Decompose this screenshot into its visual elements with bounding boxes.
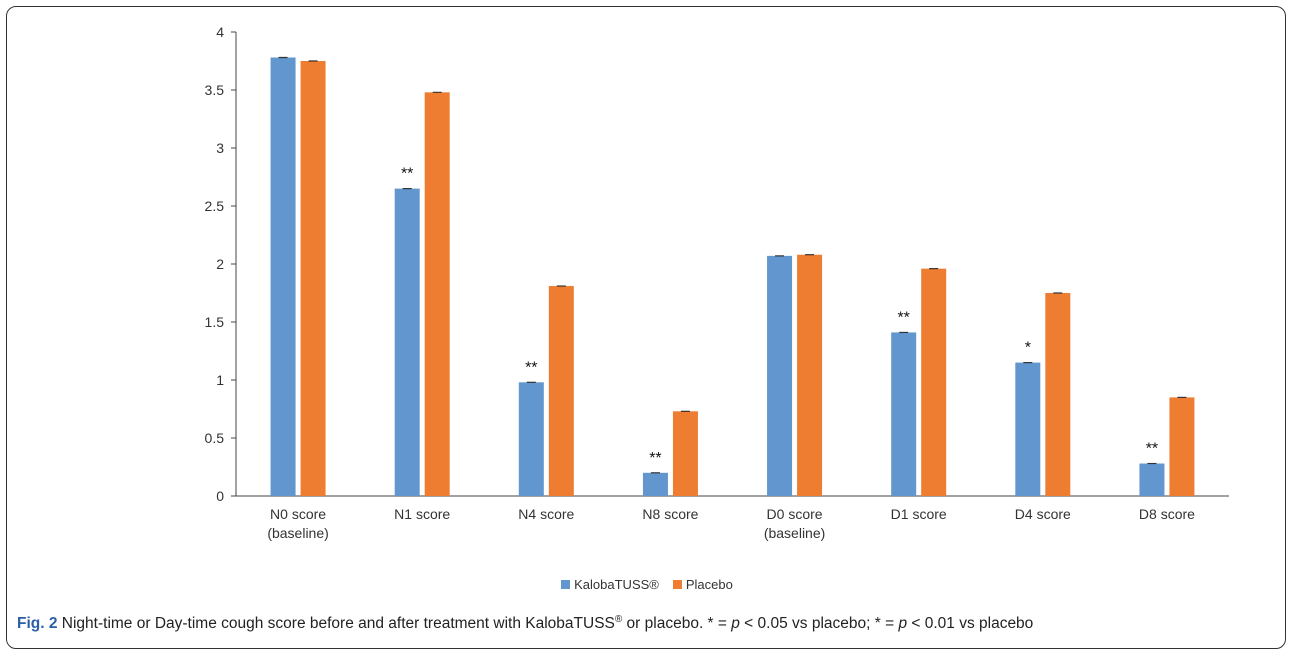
bar-placebo <box>672 411 698 496</box>
category-label: D0 score <box>767 506 823 522</box>
bar-placebo <box>921 268 947 496</box>
y-tick-label: 1.5 <box>205 314 225 330</box>
y-tick-label: 1 <box>216 372 224 388</box>
bar-chart: 0 0.5 1 1.5 2 2.5 3 3.5 4 N0 score (baseline) ** N1 … <box>205 24 1229 541</box>
significance-marker: ** <box>897 309 909 326</box>
significance-marker: ** <box>401 166 413 183</box>
bar-placebo <box>1045 293 1071 496</box>
y-tick-label: 4 <box>216 24 224 40</box>
significance-marker: ** <box>1146 441 1158 458</box>
bar-placebo <box>797 254 823 496</box>
bar-kalobatuss <box>1139 463 1165 496</box>
y-tick-label: 3.5 <box>205 82 225 98</box>
bar-placebo <box>424 92 450 496</box>
category-label: D8 score <box>1139 506 1195 522</box>
bar-placebo <box>1169 397 1195 496</box>
significance-marker: * <box>1025 340 1031 357</box>
bar-placebo <box>300 61 326 496</box>
legend-item-kalobatuss: KalobaTUSS® <box>561 577 659 592</box>
y-tick-label: 2 <box>216 256 224 272</box>
legend-label-placebo: Placebo <box>685 577 733 592</box>
caption-registered-mark: ® <box>614 614 623 625</box>
caption-text-4: < 0.01 vs placebo <box>907 615 1034 633</box>
legend-swatch-placebo <box>672 580 682 589</box>
category-label: D1 score <box>891 506 947 522</box>
bar-kalobatuss <box>394 188 420 496</box>
bar-kalobatuss <box>518 382 544 496</box>
bar-kalobatuss <box>1015 362 1041 496</box>
category-label: D4 score <box>1015 506 1071 522</box>
significance-marker: ** <box>649 450 661 467</box>
y-tick-label: 2.5 <box>205 198 225 214</box>
bar-kalobatuss <box>270 57 296 497</box>
significance-marker: ** <box>525 359 537 376</box>
bar-kalobatuss <box>891 332 917 496</box>
category-label: N1 score <box>394 506 450 522</box>
category-label: (baseline) <box>267 525 328 541</box>
caption-text-3: < 0.05 vs placebo; * = <box>739 615 899 633</box>
bar-kalobatuss <box>767 255 793 496</box>
figure-label: Fig. 2 <box>17 615 58 633</box>
category-label: N4 score <box>518 506 574 522</box>
y-tick-label: 0.5 <box>205 430 225 446</box>
y-tick-label: 0 <box>216 488 224 504</box>
chart-legend: KalobaTUSS® Placebo <box>7 577 1285 592</box>
caption-p-1: p <box>731 615 740 633</box>
caption-p-2: p <box>898 615 908 633</box>
bar-kalobatuss <box>642 472 668 496</box>
bar-placebo <box>548 286 574 496</box>
legend-swatch-kalobatuss <box>561 580 571 589</box>
caption-text-1: Night-time or Day-time cough score befor… <box>57 615 615 633</box>
caption-text-2: or placebo. * = <box>622 615 732 633</box>
legend-label-kalobatuss: KalobaTUSS® <box>574 577 659 592</box>
category-label: N0 score <box>270 506 326 522</box>
figure-caption: Fig. 2 Night-time or Day-time cough scor… <box>17 609 1267 634</box>
y-tick-label: 3 <box>216 140 224 156</box>
category-label: N8 score <box>642 506 698 522</box>
legend-item-placebo: Placebo <box>672 577 733 592</box>
category-label: (baseline) <box>764 525 825 541</box>
figure-frame: 0 0.5 1 1.5 2 2.5 3 3.5 4 N0 score (baseline) ** N1 … <box>6 6 1286 649</box>
